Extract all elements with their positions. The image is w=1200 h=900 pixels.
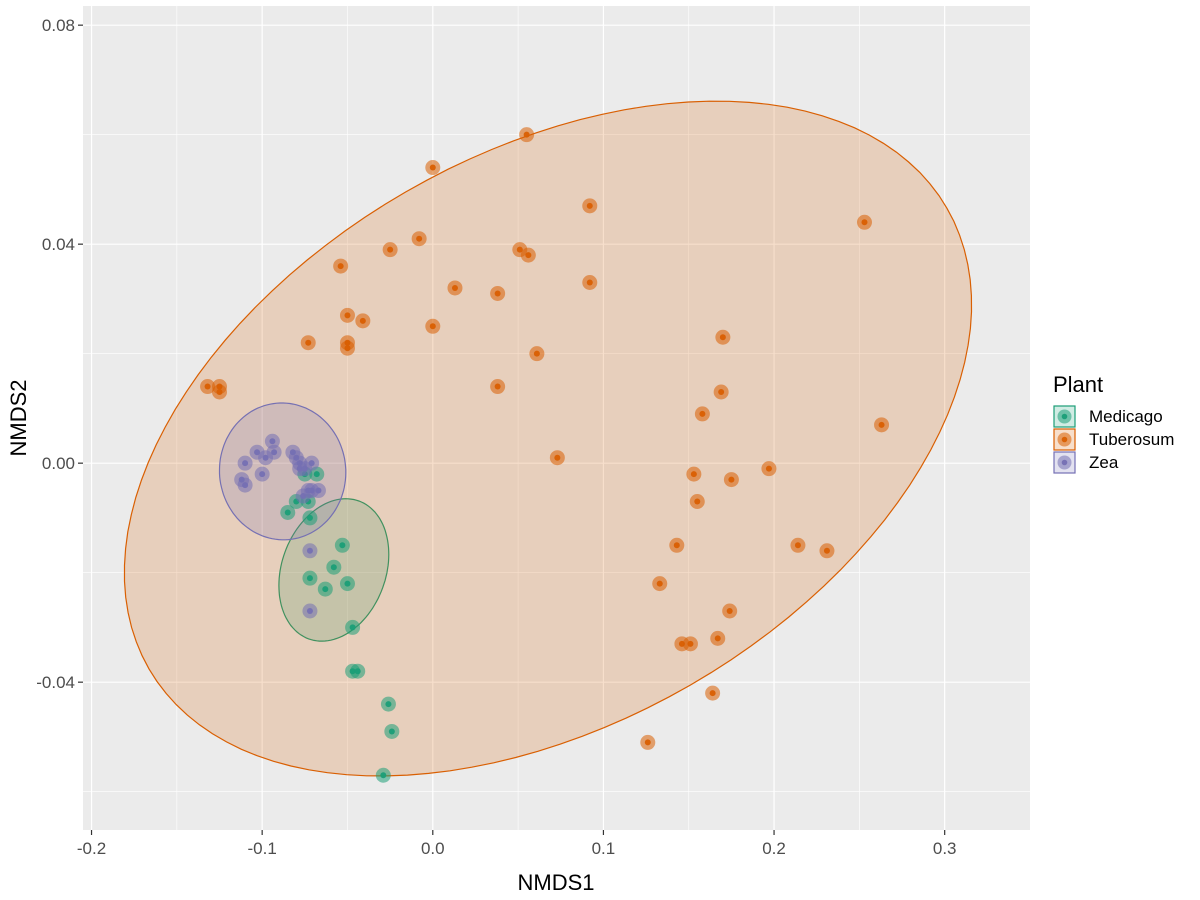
point-tuberosum	[713, 384, 729, 400]
legend-item-tuberosum: Tuberosum	[1053, 428, 1174, 451]
point-tuberosum	[669, 537, 685, 553]
point-tuberosum	[425, 318, 441, 334]
legend-label: Zea	[1089, 453, 1119, 472]
y-tick-label: 0.00	[42, 454, 75, 473]
legend-label: Medicago	[1089, 407, 1163, 426]
point-medicago	[339, 576, 355, 592]
point-medicago	[302, 570, 318, 586]
point-tuberosum	[582, 198, 598, 214]
point-medicago	[326, 559, 342, 575]
point-tuberosum	[355, 313, 371, 329]
point-tuberosum	[300, 335, 316, 351]
point-tuberosum	[723, 472, 739, 488]
point-zea	[237, 477, 253, 493]
point-tuberosum	[425, 160, 441, 176]
point-tuberosum	[874, 417, 890, 433]
point-zea	[302, 543, 318, 559]
point-zea	[295, 488, 311, 504]
point-medicago	[350, 663, 366, 679]
grid-lines	[83, 6, 1030, 830]
point-tuberosum	[715, 329, 731, 345]
point-tuberosum	[339, 307, 355, 323]
point-medicago	[334, 537, 350, 553]
point-medicago	[375, 767, 391, 783]
y-tick-label: 0.04	[42, 235, 75, 254]
legend-title: Plant	[1053, 372, 1103, 397]
ellipse-zea	[218, 402, 347, 541]
point-tuberosum	[200, 379, 216, 395]
point-tuberosum	[710, 630, 726, 646]
point-zea	[266, 444, 282, 460]
point-medicago	[317, 581, 333, 597]
point-tuberosum	[705, 685, 721, 701]
legend-label: Tuberosum	[1089, 430, 1174, 449]
point-tuberosum	[382, 242, 398, 258]
x-tick-label: -0.1	[248, 839, 277, 858]
point-tuberosum	[819, 543, 835, 559]
legend-item-zea: Zea	[1053, 451, 1119, 474]
x-tick-label: -0.2	[77, 839, 106, 858]
point-zea	[302, 603, 318, 619]
x-axis-ticks: -0.2 -0.1 0.0 0.1 0.2 0.3	[77, 830, 957, 858]
point-tuberosum	[722, 603, 738, 619]
point-tuberosum	[447, 280, 463, 296]
point-tuberosum	[490, 379, 506, 395]
point-zea	[254, 466, 270, 482]
scatter-points	[200, 127, 890, 783]
x-axis-title: NMDS1	[517, 870, 594, 895]
point-tuberosum	[652, 576, 668, 592]
point-tuberosum	[520, 247, 536, 263]
point-medicago	[302, 510, 318, 526]
y-tick-label: -0.04	[36, 673, 75, 692]
point-zea	[304, 455, 320, 471]
x-tick-label: 0.3	[933, 839, 957, 858]
point-zea	[237, 455, 253, 471]
x-tick-label: 0.1	[592, 839, 616, 858]
point-tuberosum	[549, 450, 565, 466]
point-tuberosum	[529, 346, 545, 362]
point-medicago	[384, 723, 400, 739]
point-tuberosum	[212, 384, 228, 400]
point-tuberosum	[694, 406, 710, 422]
point-tuberosum	[682, 636, 698, 652]
point-medicago	[345, 619, 361, 635]
point-medicago	[380, 696, 396, 712]
point-tuberosum	[582, 274, 598, 290]
point-tuberosum	[689, 493, 705, 509]
legend-entries: Medicago Tuberosum Zea	[1053, 405, 1174, 474]
point-tuberosum	[856, 214, 872, 230]
y-axis-title: NMDS2	[6, 379, 31, 456]
x-tick-label: 0.0	[421, 839, 445, 858]
x-tick-label: 0.2	[762, 839, 786, 858]
y-axis-ticks: -0.04 0.00 0.04 0.08	[36, 16, 83, 692]
panel-background	[83, 6, 1030, 830]
point-tuberosum	[519, 127, 535, 143]
legend-item-medicago: Medicago	[1053, 405, 1163, 428]
point-tuberosum	[790, 537, 806, 553]
y-tick-label: 0.08	[42, 16, 75, 35]
point-zea	[310, 483, 326, 499]
point-tuberosum	[339, 340, 355, 356]
legend: Plant Medicago Tuberosum Zea	[1053, 372, 1174, 474]
point-tuberosum	[761, 461, 777, 477]
point-tuberosum	[411, 231, 427, 247]
point-tuberosum	[333, 258, 349, 274]
point-medicago	[280, 504, 296, 520]
point-tuberosum	[490, 285, 506, 301]
point-tuberosum	[686, 466, 702, 482]
point-tuberosum	[640, 734, 656, 750]
